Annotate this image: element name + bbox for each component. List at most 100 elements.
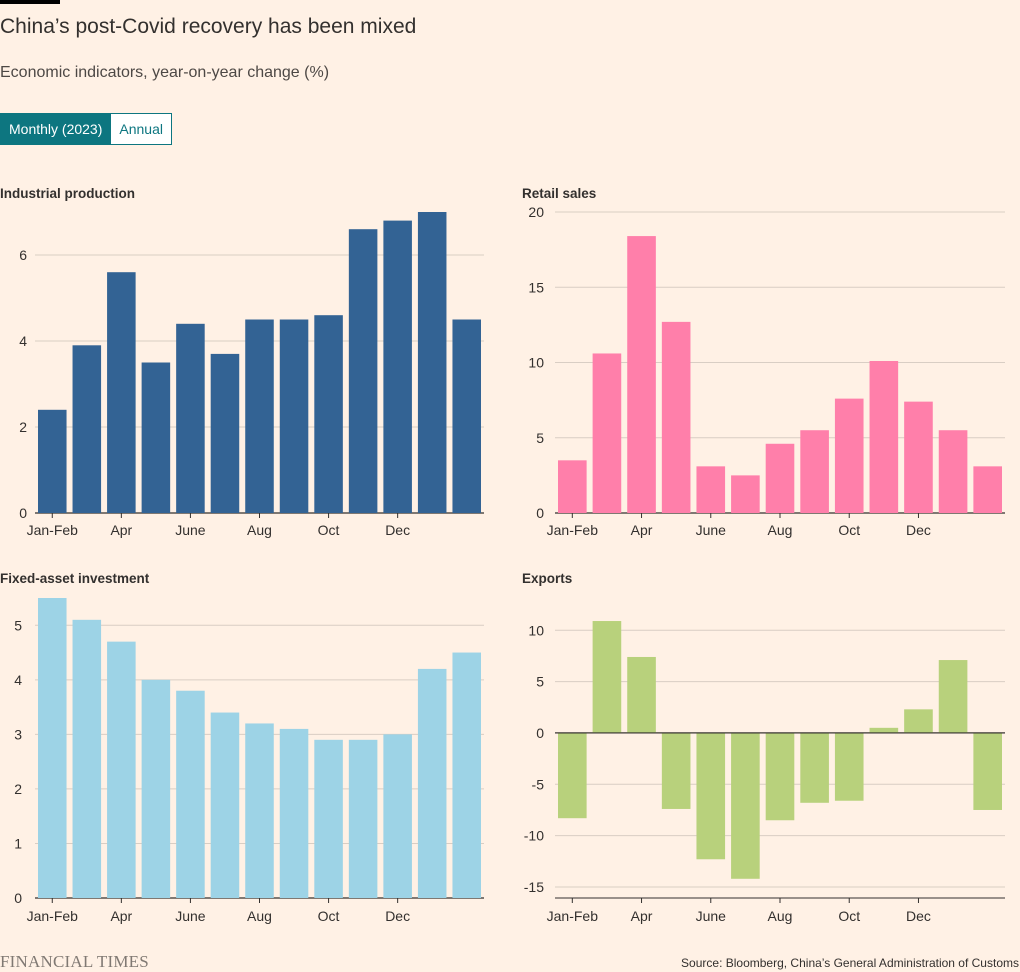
- industrial-production-y-tick-label: 2: [19, 419, 27, 435]
- retail-sales-x-tick-label: Apr: [631, 522, 653, 538]
- exports-bar: [765, 732, 795, 821]
- fixed-asset-investment-bar: [141, 679, 171, 898]
- source-note: Source: Bloomberg, China’s General Admin…: [681, 956, 1019, 970]
- exports-x-tick-label: Aug: [768, 908, 793, 924]
- retail-sales-x-tick-label: Jan-Feb: [547, 522, 599, 538]
- exports-y-tick-label: -5: [532, 776, 545, 792]
- page-title: China’s post-Covid recovery has been mix…: [0, 15, 417, 38]
- fixed-asset-investment-y-tick-label: 3: [14, 726, 22, 742]
- fixed-asset-investment-bar: [348, 739, 378, 898]
- fixed-asset-investment-bar: [452, 652, 481, 898]
- retail-sales-y-tick-label: 20: [528, 204, 544, 220]
- fixed-asset-investment-bar: [383, 734, 412, 898]
- retail-sales-bar: [834, 398, 864, 513]
- fixed-asset-investment-x-tick-label: Apr: [110, 908, 132, 924]
- fixed-asset-investment-y-tick-label: 5: [14, 617, 22, 633]
- industrial-production-bar: [141, 362, 171, 513]
- industrial-production-x-tick-label: Aug: [247, 522, 272, 538]
- retail-sales-bar: [731, 475, 760, 513]
- industrial-production-y-tick-label: 4: [19, 333, 27, 349]
- retail-sales-bar: [800, 430, 829, 513]
- fixed-asset-investment-x-tick-label: Jan-Feb: [27, 908, 79, 924]
- industrial-production-x-tick-label: Apr: [110, 522, 132, 538]
- exports-bar: [973, 732, 1002, 810]
- retail-sales-bar: [627, 236, 656, 513]
- exports-x-tick-label: Jan-Feb: [547, 908, 599, 924]
- fixed-asset-investment-x-tick-label: Aug: [247, 908, 272, 924]
- fixed-asset-investment-bar: [38, 598, 67, 898]
- retail-sales-y-tick-label: 5: [536, 430, 544, 446]
- industrial-production-bar: [279, 319, 309, 513]
- exports-y-tick-label: 0: [536, 725, 544, 741]
- exports-x-tick-label: Dec: [906, 908, 931, 924]
- exports-bar: [627, 656, 656, 733]
- fixed-asset-investment-bar: [279, 728, 309, 898]
- retail-sales-bar: [696, 466, 726, 513]
- fixed-asset-investment-bar: [210, 712, 240, 898]
- exports-bar: [800, 732, 829, 803]
- industrial-production-bar: [107, 272, 136, 513]
- retail-sales-bar: [869, 360, 899, 513]
- fixed-asset-investment-y-tick-label: 1: [14, 835, 22, 851]
- ft-logo: FINANCIAL TIMES: [0, 952, 149, 971]
- fixed-asset-investment-bar: [107, 641, 136, 898]
- industrial-production-bar: [72, 345, 102, 513]
- exports-x-tick-label: Oct: [838, 908, 860, 924]
- retail-sales-bar: [904, 401, 933, 513]
- retail-sales-x-tick-label: Dec: [906, 522, 931, 538]
- exports-x-tick-label: Apr: [631, 908, 653, 924]
- exports-bar: [558, 732, 587, 819]
- exports-bar: [938, 660, 968, 733]
- retail-sales-y-tick-label: 15: [528, 279, 544, 295]
- industrial-production-bar: [314, 315, 343, 513]
- industrial-production-x-tick-label: Oct: [318, 522, 340, 538]
- fixed-asset-investment-bar: [314, 739, 343, 898]
- industrial-production-y-tick-label: 0: [19, 505, 27, 521]
- page-subtitle: Economic indicators, year-on-year change…: [0, 64, 330, 81]
- exports-bar: [731, 732, 760, 879]
- retail-sales-y-tick-label: 10: [528, 355, 544, 371]
- industrial-production-chart-title: Industrial production: [0, 186, 135, 201]
- retail-sales-bar: [765, 443, 795, 513]
- exports-bar: [696, 732, 726, 860]
- retail-sales-bar: [973, 466, 1002, 513]
- exports-bar: [869, 727, 899, 733]
- fixed-asset-investment-x-tick-label: June: [175, 908, 206, 924]
- fixed-asset-investment-bar: [245, 723, 274, 898]
- industrial-production-x-tick-label: Jan-Feb: [27, 522, 79, 538]
- exports-chart-title: Exports: [522, 571, 572, 586]
- industrial-production-bar: [452, 319, 481, 513]
- exports-y-tick-label: 5: [536, 674, 544, 690]
- retail-sales-x-tick-label: June: [696, 522, 727, 538]
- industrial-production-bar: [210, 353, 240, 513]
- fixed-asset-investment-y-tick-label: 2: [14, 781, 22, 797]
- retail-sales-bar: [661, 321, 691, 513]
- retail-sales-x-tick-label: Aug: [768, 522, 793, 538]
- retail-sales-bar: [938, 430, 968, 513]
- fixed-asset-investment-bar: [417, 668, 447, 898]
- exports-bar: [834, 732, 864, 801]
- industrial-production-x-tick-label: June: [175, 522, 206, 538]
- fixed-asset-investment-bar: [176, 690, 205, 898]
- fixed-asset-investment-chart-title: Fixed-asset investment: [0, 571, 150, 586]
- industrial-production-x-tick-label: Dec: [385, 522, 410, 538]
- retail-sales-bar: [558, 460, 587, 513]
- industrial-production-bar: [348, 229, 378, 513]
- industrial-production-bar: [38, 409, 67, 513]
- fixed-asset-investment-y-tick-label: 4: [14, 672, 22, 688]
- retail-sales-chart-title: Retail sales: [522, 186, 596, 201]
- retail-sales-y-tick-label: 0: [536, 505, 544, 521]
- fixed-asset-investment-x-tick-label: Dec: [385, 908, 410, 924]
- industrial-production-bar: [245, 319, 274, 513]
- industrial-production-bar: [383, 220, 412, 513]
- exports-bar: [592, 621, 622, 733]
- monthly-toggle-button[interactable]: Monthly (2023): [0, 113, 112, 145]
- fixed-asset-investment-bar: [72, 619, 102, 898]
- exports-bar: [661, 732, 691, 809]
- annual-toggle-button[interactable]: Annual: [111, 113, 172, 145]
- view-toggle: Monthly (2023) Annual: [0, 113, 172, 145]
- exports-y-tick-label: 10: [528, 622, 544, 638]
- industrial-production-bar: [417, 212, 447, 513]
- exports-bar: [904, 709, 933, 733]
